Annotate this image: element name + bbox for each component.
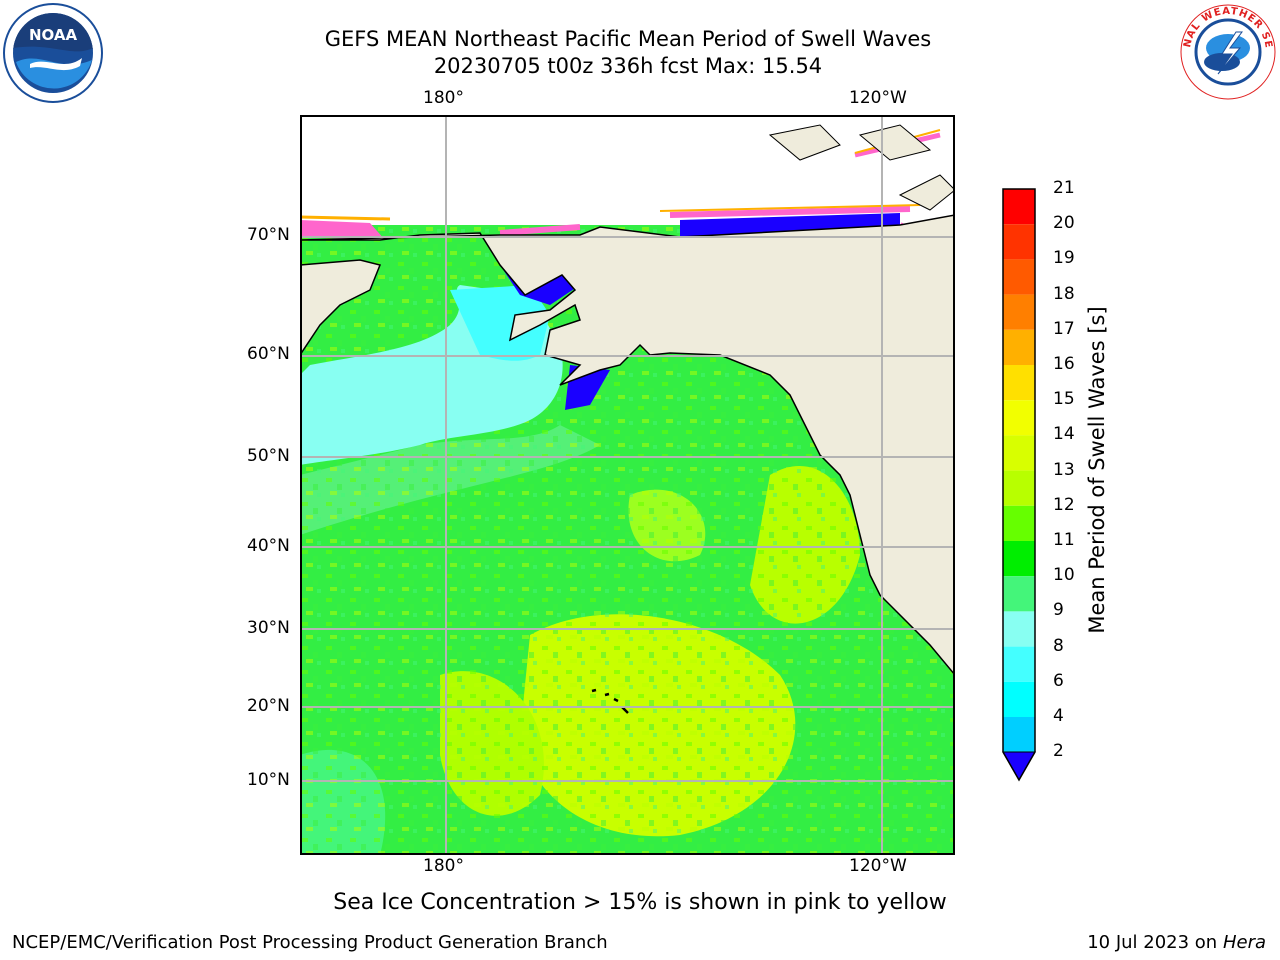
footer-date-text: 10 Jul 2023 on xyxy=(1087,932,1223,953)
svg-text:NOAA: NOAA xyxy=(29,26,78,44)
colorbar-swatch xyxy=(1003,329,1035,365)
colorbar-tick-label: 18 xyxy=(1053,283,1075,304)
colorbar-tick-label: 20 xyxy=(1053,213,1075,234)
colorbar-tick-label: 21 xyxy=(1053,178,1075,198)
map-gridlines xyxy=(300,115,955,855)
map-subtitle: 20230705 t00z 336h fcst Max: 15.54 xyxy=(433,54,823,78)
colorbar-title: Mean Period of Swell Waves [s] xyxy=(1085,306,1109,634)
colorbar-tick-label: 17 xyxy=(1053,318,1075,339)
colorbar-tick-label: 16 xyxy=(1053,354,1075,374)
footer-machine: Hera xyxy=(1222,932,1266,953)
colorbar-swatch xyxy=(1003,717,1035,753)
colorbar-swatch xyxy=(1003,576,1035,612)
colorbar-tick-label: 14 xyxy=(1053,424,1075,445)
colorbar-tick-label: 8 xyxy=(1053,635,1064,656)
bering-strait-field xyxy=(450,285,550,361)
nws-logo: NATIONAL WEATHER SERVICE xyxy=(1178,2,1276,100)
lat-tick-40n: 40°N xyxy=(247,536,290,556)
colorbar-tick-label: 9 xyxy=(1053,600,1064,621)
map-title: GEFS MEAN Northeast Pacific Mean Period … xyxy=(324,27,932,51)
lat-tick-60n: 60°N xyxy=(247,344,290,364)
noaa-logo: NOAA xyxy=(3,3,103,103)
lat-tick-50n: 50°N xyxy=(247,446,290,466)
colorbar-swatch xyxy=(1003,365,1035,401)
lat-tick-10n: 10°N xyxy=(247,770,290,790)
colorbar-swatch xyxy=(1003,505,1035,541)
lat-tick-70n: 70°N xyxy=(247,225,290,245)
sea-ice-footnote: Sea Ice Concentration > 15% is shown in … xyxy=(333,890,947,915)
colorbar xyxy=(1002,188,1036,782)
colorbar-tick-label: 15 xyxy=(1053,389,1075,410)
colorbar-tick-label: 6 xyxy=(1053,670,1064,691)
colorbar-swatch xyxy=(1003,224,1035,260)
colorbar-tick-label: 4 xyxy=(1053,706,1064,726)
lat-tick-30n: 30°N xyxy=(247,618,290,638)
colorbar-tick-label: 19 xyxy=(1053,248,1075,269)
colorbar-swatch xyxy=(1003,400,1035,436)
colorbar-swatch xyxy=(1003,189,1035,225)
lon-tick-top-180: 180° xyxy=(423,88,464,108)
footer-credit: NCEP/EMC/Verification Post Processing Pr… xyxy=(12,932,608,953)
colorbar-tick-label: 10 xyxy=(1053,565,1075,586)
colorbar-tick-label: 11 xyxy=(1053,530,1075,550)
colorbar-swatch xyxy=(1003,294,1035,330)
sea-ice-west xyxy=(300,220,385,240)
colorbar-tick-label: 2 xyxy=(1053,741,1064,762)
map-border xyxy=(300,115,955,855)
lon-tick-bottom-180: 180° xyxy=(423,856,464,876)
north-america-land xyxy=(300,214,955,677)
map-panel xyxy=(300,115,955,855)
colorbar-tick-label: 12 xyxy=(1053,494,1075,515)
colorbar-swatch xyxy=(1003,470,1035,506)
colorbar-swatch xyxy=(1003,259,1035,295)
colorbar-swatch xyxy=(1003,646,1035,682)
colorbar-swatch xyxy=(1003,541,1035,577)
colorbar-swatch xyxy=(1003,681,1035,717)
lat-tick-20n: 20°N xyxy=(247,696,290,716)
colorbar-swatch xyxy=(1003,611,1035,647)
lon-tick-bottom-120w: 120°W xyxy=(849,856,907,876)
lon-tick-top-120w: 120°W xyxy=(849,88,907,108)
colorbar-swatch xyxy=(1003,435,1035,471)
footer-date: 10 Jul 2023 on Hera xyxy=(1087,932,1266,953)
siberia-land xyxy=(300,259,382,357)
colorbar-tick-label: 13 xyxy=(1053,459,1075,480)
